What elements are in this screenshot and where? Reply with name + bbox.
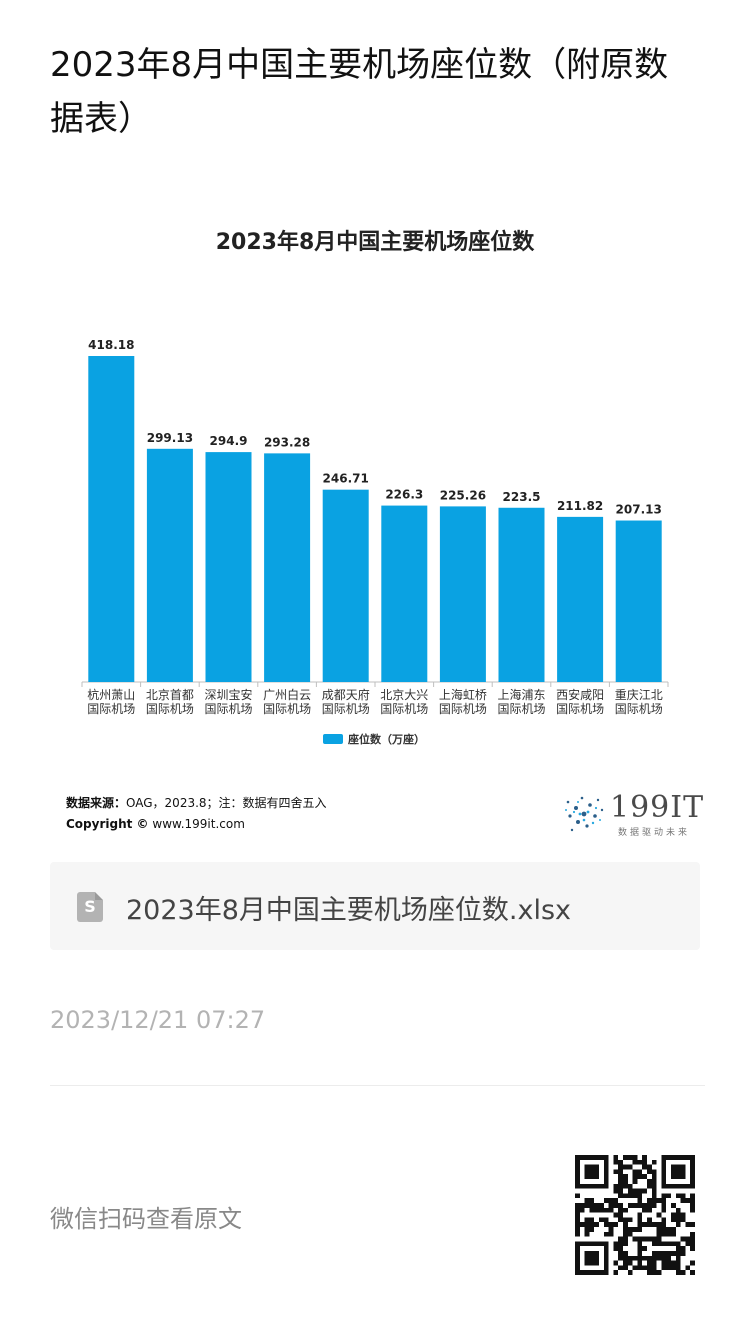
bar <box>205 452 252 682</box>
data-label: 299.13 <box>147 431 193 445</box>
legend-label: 座位数（万座） <box>347 732 425 746</box>
x-tick-label: 国际机场 <box>380 702 428 716</box>
x-tick-label: 重庆江北 <box>615 688 663 702</box>
chart-panel: 2023年8月中国主要机场座位数 418.18 杭州萧山 国际机场 299.13 北京首… <box>50 210 703 850</box>
source-text: OAG，2023.8；注：数据有四舍五入 <box>126 796 327 810</box>
bar <box>381 505 428 682</box>
x-tick-label: 杭州萧山 <box>87 687 135 702</box>
x-tick-label: 国际机场 <box>146 702 194 716</box>
bar <box>615 520 662 682</box>
data-label: 211.82 <box>557 499 603 513</box>
data-label: 418.18 <box>88 338 134 352</box>
bar <box>264 453 311 682</box>
bar <box>498 507 545 682</box>
copyright-label: Copyright © <box>66 817 149 831</box>
x-tick-label: 广州白云 <box>263 687 311 702</box>
x-tick-label: 上海浦东 <box>497 687 545 702</box>
attachment-file-name[interactable]: 2023年8月中国主要机场座位数.xlsx <box>126 895 571 926</box>
page-title: 2023年8月中国主要机场座位数（附原数据表） <box>50 45 669 139</box>
data-label: 226.3 <box>385 488 423 502</box>
bar <box>439 506 486 682</box>
brand-tagline: 数据驱动未来 <box>618 828 691 838</box>
divider <box>50 1085 705 1086</box>
x-tick-label: 西安咸阳 <box>556 687 604 702</box>
file-icon-letter: S <box>84 897 96 916</box>
x-tick-label: 国际机场 <box>439 702 487 716</box>
brand-name: 199IT <box>610 790 705 825</box>
x-tick-label: 国际机场 <box>87 702 135 716</box>
x-tick-label: 北京首都 <box>146 688 194 702</box>
data-label: 225.26 <box>440 488 486 502</box>
source-label: 数据来源： <box>66 796 127 810</box>
x-tick-label: 北京大兴 <box>380 688 428 702</box>
bar-chart: 418.18杭州萧山国际机场299.13北京首都国际机场294.9深圳宝安国际机… <box>81 338 669 746</box>
data-label: 207.13 <box>616 503 662 517</box>
spreadsheet-file-icon: S <box>77 892 103 922</box>
copyright-text: www.199it.com <box>152 817 245 831</box>
x-tick-label: 深圳宝安 <box>204 687 252 702</box>
x-tick-label: 国际机场 <box>556 702 604 716</box>
data-label: 223.5 <box>503 490 541 504</box>
bar <box>146 448 193 682</box>
attachment-file-card[interactable]: S 2023年8月中国主要机场座位数.xlsx <box>50 862 700 950</box>
data-label: 293.28 <box>264 435 310 449</box>
qr-code-icon[interactable] <box>575 1155 695 1275</box>
publish-timestamp: 2023/12/21 07:27 <box>50 1006 266 1034</box>
x-tick-label: 国际机场 <box>615 702 663 716</box>
legend-swatch <box>323 734 343 744</box>
bar <box>557 516 604 682</box>
bar <box>322 489 369 682</box>
brand-logo: 199IT 数据驱动未来 <box>560 788 703 838</box>
x-tick-label: 上海虹桥 <box>439 687 487 702</box>
qr-scan-label: 微信扫码查看原文 <box>50 1205 242 1233</box>
brand-burst-icon <box>565 796 604 832</box>
x-tick-label: 成都天府 <box>322 687 370 702</box>
x-tick-label: 国际机场 <box>322 702 370 716</box>
data-label: 246.71 <box>323 472 369 486</box>
bar <box>88 356 135 682</box>
x-tick-label: 国际机场 <box>263 702 311 716</box>
x-tick-label: 国际机场 <box>497 702 545 716</box>
chart-source: 数据来源：OAG，2023.8；注：数据有四舍五入 Copyright © ww… <box>66 793 327 835</box>
data-label: 294.9 <box>210 434 248 448</box>
x-tick-label: 国际机场 <box>204 702 252 716</box>
chart-title: 2023年8月中国主要机场座位数 <box>215 230 535 255</box>
